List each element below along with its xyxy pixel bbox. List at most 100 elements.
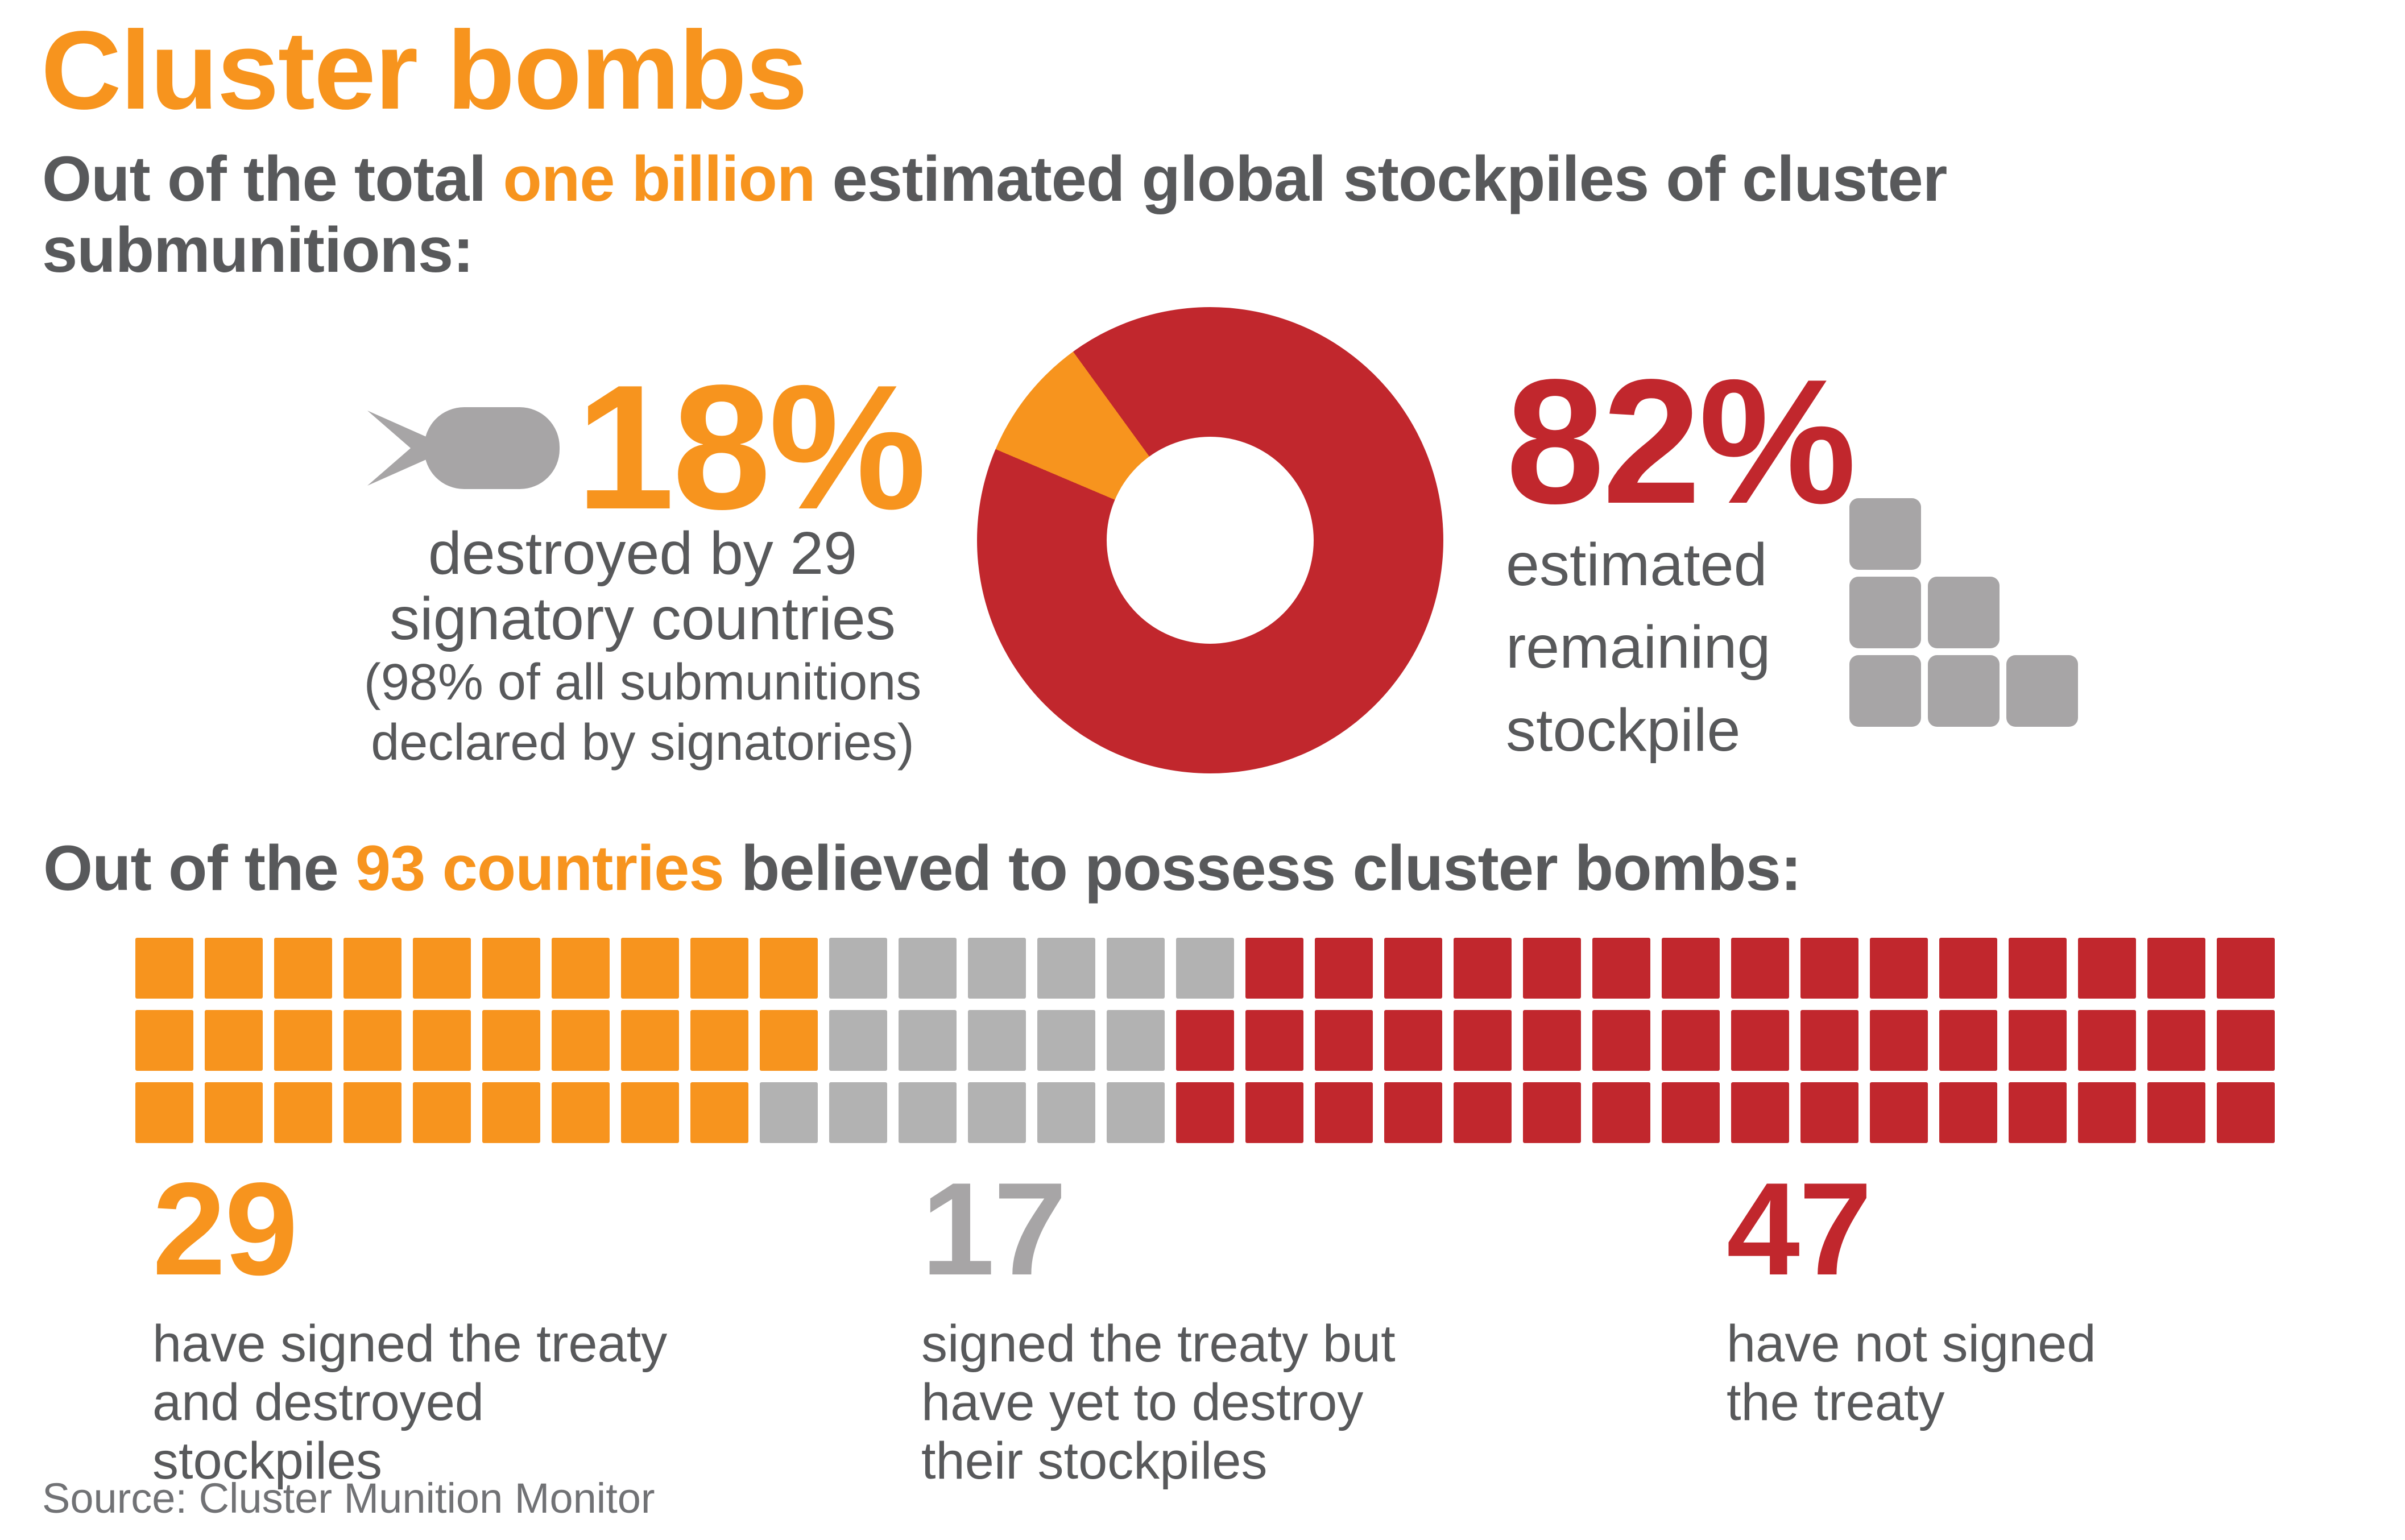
waffle-cell-red — [1939, 938, 1997, 999]
stat-signed-destroyed-value: 29 — [152, 1156, 298, 1303]
waffle-cell-red — [1939, 1082, 1997, 1143]
waffle-cell-red — [2217, 1082, 2275, 1143]
waffle-cell-red — [1315, 1010, 1373, 1071]
waffle-cell-red — [1523, 938, 1581, 999]
destroyed-label-line2: signatory countries — [390, 585, 896, 653]
waffle-cell-gray — [1107, 1010, 1165, 1071]
waffle-cell-red — [2078, 938, 2136, 999]
waffle-cell-red — [1662, 1010, 1720, 1071]
stockpile-row-2 — [1849, 577, 2088, 648]
remaining-percent-value: 82% — [1506, 343, 1856, 541]
waffle-cell-red — [1592, 1082, 1650, 1143]
waffle-cell-red — [2147, 938, 2205, 999]
countries-heading-suffix: believed to possess cluster bombs: — [723, 833, 1802, 904]
stat-not-signed-label: have not signed the treaty — [1727, 1315, 2405, 1432]
waffle-cell-gray — [760, 1082, 818, 1143]
waffle-cell-orange — [135, 938, 193, 999]
waffle-cell-orange — [760, 1010, 818, 1071]
waffle-cell-orange — [135, 1010, 193, 1071]
waffle-cell-red — [2147, 1082, 2205, 1143]
intro-prefix: Out of the total — [42, 143, 503, 214]
waffle-cell-gray — [968, 938, 1026, 999]
waffle-cell-orange — [621, 1082, 679, 1143]
waffle-cell-red — [1800, 1010, 1858, 1071]
stat-signed-not-destroyed-value: 17 — [921, 1156, 1067, 1303]
waffle-cell-gray — [899, 1010, 957, 1071]
waffle-cell-red — [1800, 1082, 1858, 1143]
waffle-cell-gray — [968, 1010, 1026, 1071]
remaining-label-line1: estimated — [1506, 531, 1767, 598]
waffle-cell-orange — [413, 1010, 471, 1071]
stockpile-blocks-icon — [1849, 498, 2088, 737]
remaining-label-line3: stockpile — [1506, 696, 1741, 764]
waffle-cell-orange — [621, 1010, 679, 1071]
waffle-cell-red — [1731, 938, 1789, 999]
waffle-cell-gray — [1037, 938, 1095, 999]
waffle-cell-red — [1939, 1010, 1997, 1071]
stat-signed-destroyed-label: have signed the treaty and destroyed sto… — [152, 1315, 892, 1491]
stat-label-line: have not signed — [1727, 1315, 2096, 1373]
stat-label-line: and destroyed — [152, 1373, 485, 1432]
waffle-cell-red — [2078, 1082, 2136, 1143]
waffle-cell-red — [2217, 1010, 2275, 1071]
stockpile-row-1 — [1849, 498, 2088, 570]
waffle-cell-red — [1384, 1010, 1442, 1071]
waffle-cell-orange — [343, 1010, 401, 1071]
waffle-cell-orange — [552, 1010, 610, 1071]
waffle-cell-gray — [829, 1010, 887, 1071]
waffle-cell-red — [1731, 1010, 1789, 1071]
countries-heading-prefix: Out of the — [43, 833, 355, 904]
stat-not-signed: 47 have not signed the treaty — [1727, 1164, 2405, 1432]
waffle-cell-red — [1523, 1010, 1581, 1071]
stockpile-block — [1928, 577, 2000, 648]
waffle-cell-red — [1800, 938, 1858, 999]
waffle-cell-red — [1245, 1082, 1303, 1143]
stat-label-line: stockpiles — [152, 1432, 382, 1491]
waffle-cell-gray — [1037, 1082, 1095, 1143]
waffle-cell-orange — [343, 1082, 401, 1143]
waffle-cell-orange — [482, 938, 540, 999]
intro-highlight: one billion — [503, 143, 816, 214]
waffle-cell-orange — [690, 938, 748, 999]
waffle-cell-gray — [899, 938, 957, 999]
stat-remaining-block: 82% estimated remaining stockpile — [1506, 343, 1858, 764]
waffle-cell-red — [1176, 1010, 1234, 1071]
stat-label-line: signed the treaty but — [921, 1315, 1396, 1373]
countries-heading: Out of the 93 countries believed to poss… — [43, 831, 2318, 905]
waffle-cell-red — [1523, 1082, 1581, 1143]
waffle-cell-gray — [829, 938, 887, 999]
stat-label-line: have yet to destroy — [921, 1373, 1364, 1432]
intro-text: Out of the total one billion estimated g… — [42, 143, 2374, 286]
waffle-cell-orange — [552, 1082, 610, 1143]
donut-chart — [977, 307, 1443, 773]
remaining-label-line2: remaining — [1506, 614, 1771, 681]
stockpile-block — [1849, 577, 1921, 648]
waffle-cell-orange — [135, 1082, 193, 1143]
waffle-cell-red — [1731, 1082, 1789, 1143]
waffle-cell-orange — [482, 1082, 540, 1143]
stat-label-line: their stockpiles — [921, 1432, 1268, 1491]
waffle-cell-orange — [274, 938, 332, 999]
waffle-cell-orange — [274, 1082, 332, 1143]
waffle-cell-gray — [968, 1082, 1026, 1143]
stockpile-block — [2006, 655, 2078, 727]
waffle-cell-orange — [343, 938, 401, 999]
stat-label-line: the treaty — [1727, 1373, 1945, 1432]
waffle-cell-gray — [1107, 938, 1165, 999]
destroyed-note-line1: (98% of all submunitions — [363, 653, 922, 711]
source-credit: Source: Cluster Munition Monitor — [42, 1475, 655, 1522]
waffle-cell-red — [1176, 1082, 1234, 1143]
waffle-cell-red — [2009, 1010, 2067, 1071]
waffle-cell-red — [1592, 1010, 1650, 1071]
stockpile-block — [1928, 655, 2000, 727]
intro-suffix: estimated global stockpiles of cluster s… — [42, 143, 1947, 286]
waffle-cell-orange — [552, 938, 610, 999]
stat-signed-not-destroyed: 17 signed the treaty but have yet to des… — [921, 1164, 1661, 1491]
waffle-cell-red — [2009, 1082, 2067, 1143]
waffle-grid — [135, 938, 2275, 1143]
destroyed-note-line2: declared by signatories) — [371, 714, 914, 772]
waffle-cell-red — [1454, 1082, 1512, 1143]
waffle-cell-orange — [482, 1010, 540, 1071]
stockpile-block — [1849, 655, 1921, 727]
waffle-cell-orange — [274, 1010, 332, 1071]
